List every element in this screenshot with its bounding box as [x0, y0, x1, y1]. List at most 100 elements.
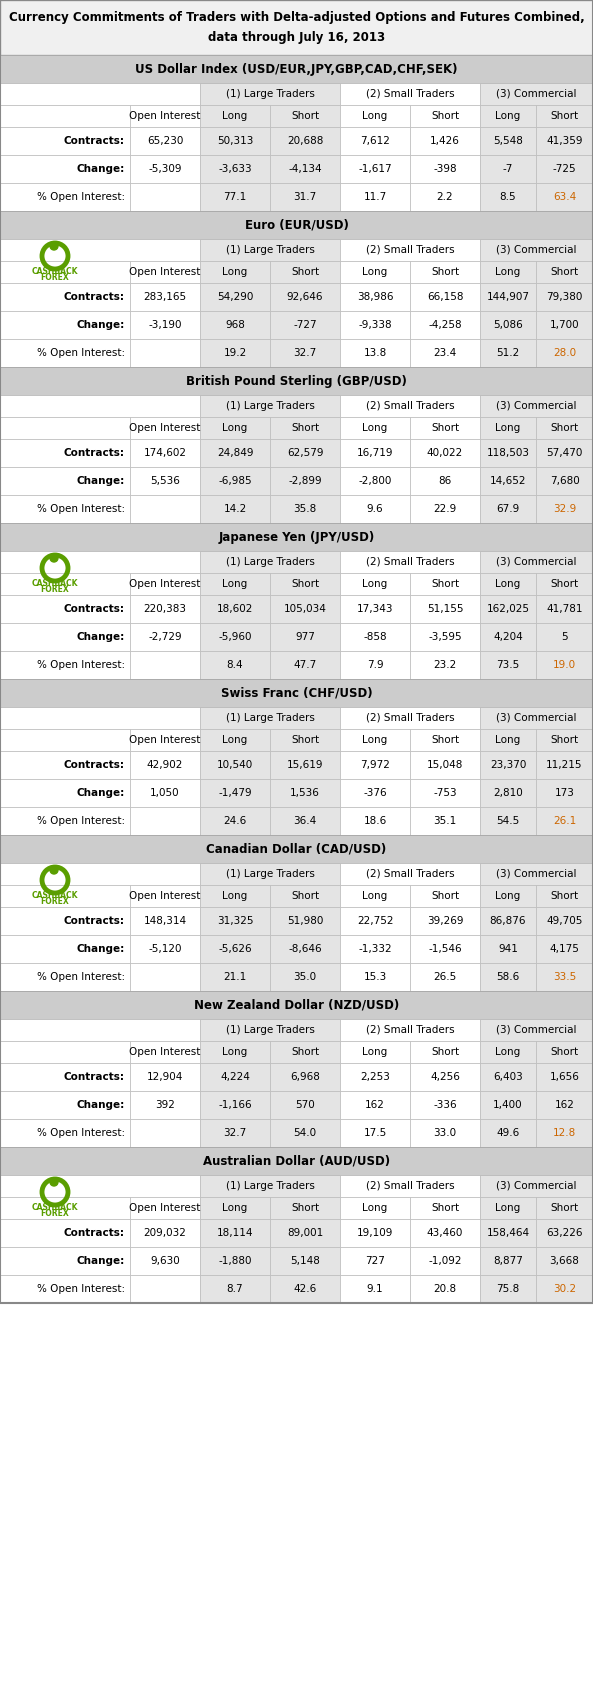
Bar: [480, 1041, 536, 1063]
Text: 58.6: 58.6: [496, 972, 519, 982]
Bar: [536, 1197, 593, 1219]
Bar: [340, 935, 410, 963]
Bar: [130, 155, 200, 184]
Bar: [410, 807, 480, 835]
Text: -2,800: -2,800: [358, 477, 392, 487]
Text: -1,617: -1,617: [358, 163, 392, 173]
Text: 5,548: 5,548: [493, 136, 523, 147]
Bar: [270, 126, 340, 155]
Text: 32.9: 32.9: [553, 504, 576, 514]
Text: 15,048: 15,048: [427, 759, 463, 770]
Bar: [340, 729, 410, 751]
Bar: [536, 261, 593, 283]
Bar: [536, 155, 593, 184]
Bar: [480, 908, 536, 935]
Bar: [0, 83, 200, 104]
Bar: [200, 1063, 270, 1091]
Text: Long: Long: [362, 268, 388, 276]
Text: 65,230: 65,230: [147, 136, 183, 147]
Text: -858: -858: [363, 632, 387, 642]
Text: 33.5: 33.5: [553, 972, 576, 982]
Bar: [200, 418, 270, 440]
Bar: [536, 495, 593, 524]
Bar: [130, 1063, 200, 1091]
Text: (2) Small Traders: (2) Small Traders: [366, 244, 454, 254]
Text: 9.1: 9.1: [366, 1283, 383, 1293]
Text: -3,595: -3,595: [428, 632, 462, 642]
Text: 15.3: 15.3: [364, 972, 387, 982]
Text: 4,256: 4,256: [430, 1073, 460, 1083]
Text: 1,400: 1,400: [493, 1100, 523, 1110]
Text: 54.5: 54.5: [496, 817, 519, 825]
Bar: [410, 935, 480, 963]
Bar: [200, 239, 340, 261]
Text: (2) Small Traders: (2) Small Traders: [366, 712, 454, 722]
Bar: [0, 1118, 130, 1147]
Bar: [340, 1246, 410, 1275]
Bar: [0, 104, 130, 126]
Text: 20.8: 20.8: [433, 1283, 457, 1293]
Text: New Zealand Dollar (NZD/USD): New Zealand Dollar (NZD/USD): [194, 999, 399, 1012]
Bar: [480, 1019, 593, 1041]
Bar: [200, 963, 270, 990]
Bar: [340, 104, 410, 126]
Bar: [0, 551, 200, 573]
Bar: [130, 104, 200, 126]
Text: 41,359: 41,359: [546, 136, 583, 147]
Bar: [270, 261, 340, 283]
Text: Short: Short: [291, 111, 319, 121]
Bar: [340, 594, 410, 623]
Text: Short: Short: [291, 734, 319, 744]
Bar: [480, 594, 536, 623]
Text: (2) Small Traders: (2) Small Traders: [366, 89, 454, 99]
Text: Short: Short: [291, 423, 319, 433]
Text: Short: Short: [550, 579, 579, 589]
Text: -8,646: -8,646: [288, 945, 322, 955]
Bar: [270, 1118, 340, 1147]
Text: 17.5: 17.5: [364, 1128, 387, 1138]
Text: 24,849: 24,849: [217, 448, 253, 458]
Text: 23.2: 23.2: [433, 660, 457, 670]
Bar: [0, 623, 130, 652]
Text: 77.1: 77.1: [224, 192, 247, 202]
Bar: [270, 886, 340, 908]
Bar: [0, 261, 130, 283]
Bar: [0, 283, 130, 312]
Bar: [410, 1041, 480, 1063]
Text: -753: -753: [433, 788, 457, 798]
Bar: [130, 573, 200, 594]
Text: 20,688: 20,688: [287, 136, 323, 147]
Bar: [536, 1063, 593, 1091]
Bar: [130, 466, 200, 495]
Bar: [410, 908, 480, 935]
Bar: [340, 1063, 410, 1091]
Text: 2,810: 2,810: [493, 788, 523, 798]
Text: 16,719: 16,719: [357, 448, 393, 458]
Bar: [536, 104, 593, 126]
Bar: [480, 729, 536, 751]
Text: 118,503: 118,503: [486, 448, 530, 458]
Text: 4,204: 4,204: [493, 632, 523, 642]
Text: 7,612: 7,612: [360, 136, 390, 147]
Bar: [200, 780, 270, 807]
Bar: [0, 524, 593, 551]
Bar: [480, 312, 536, 338]
Bar: [480, 104, 536, 126]
Bar: [480, 935, 536, 963]
Bar: [270, 1091, 340, 1118]
Text: Open Interest: Open Interest: [129, 1202, 200, 1212]
Text: (3) Commercial: (3) Commercial: [496, 1180, 577, 1191]
Bar: [410, 1091, 480, 1118]
Text: -1,880: -1,880: [218, 1256, 252, 1266]
Text: Contracts:: Contracts:: [64, 448, 125, 458]
Text: Australian Dollar (AUD/USD): Australian Dollar (AUD/USD): [203, 1155, 390, 1167]
Bar: [340, 1175, 480, 1197]
Bar: [536, 963, 593, 990]
Bar: [270, 1197, 340, 1219]
Bar: [0, 1019, 200, 1041]
Bar: [130, 729, 200, 751]
Bar: [480, 807, 536, 835]
Text: -3,633: -3,633: [218, 163, 252, 173]
Text: 15,619: 15,619: [287, 759, 323, 770]
Bar: [0, 1147, 593, 1175]
